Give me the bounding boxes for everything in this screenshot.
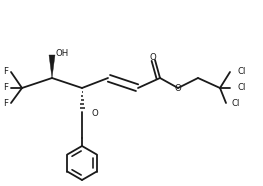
Text: F: F [3, 84, 8, 92]
Text: O: O [175, 84, 181, 93]
Text: Cl: Cl [232, 99, 240, 108]
Text: Cl: Cl [238, 68, 246, 76]
Text: Cl: Cl [238, 84, 246, 92]
Text: F: F [3, 99, 8, 108]
Polygon shape [49, 55, 55, 78]
Text: O: O [150, 53, 156, 62]
Text: O: O [91, 108, 98, 118]
Text: OH: OH [56, 49, 69, 59]
Text: F: F [3, 68, 8, 76]
